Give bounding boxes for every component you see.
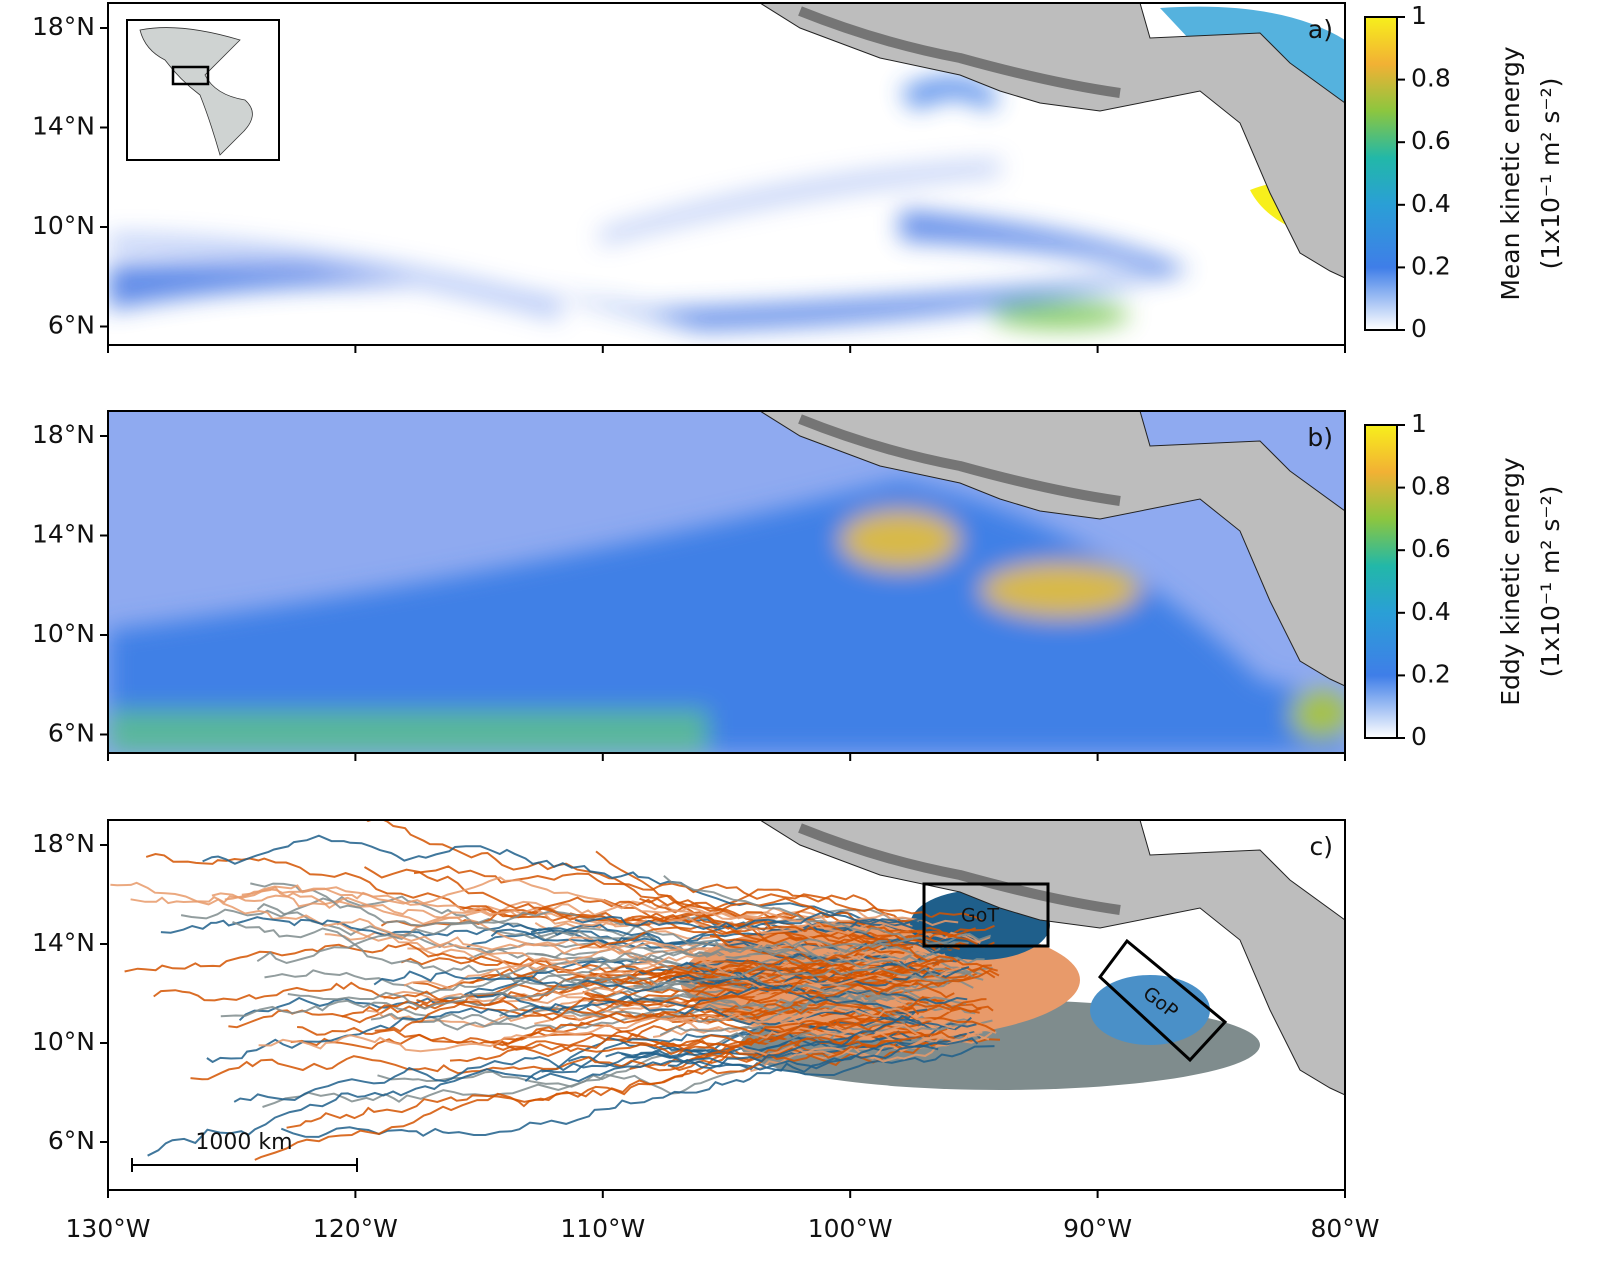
land bbox=[758, 2, 1346, 279]
region-label: GoT bbox=[961, 905, 999, 927]
panel-label: a) bbox=[1308, 15, 1333, 44]
track bbox=[373, 970, 928, 1015]
track bbox=[667, 1010, 917, 1070]
mountains bbox=[798, 414, 1121, 506]
track bbox=[574, 911, 941, 931]
track bbox=[632, 909, 914, 951]
y-tick-label: 10°N bbox=[32, 211, 95, 240]
panel-frame bbox=[107, 2, 1346, 346]
track bbox=[280, 1045, 995, 1138]
scale-label: 1000 km bbox=[195, 1130, 292, 1155]
y-tick-label: 6°N bbox=[48, 719, 95, 748]
inset-box bbox=[171, 65, 210, 86]
track bbox=[202, 834, 927, 931]
panel-label: b) bbox=[1307, 423, 1333, 452]
x-tick-label: 80°W bbox=[1310, 1214, 1379, 1243]
inset-land bbox=[139, 27, 253, 156]
panel-frame bbox=[107, 819, 1346, 1191]
colorbar-tick-label: 1 bbox=[1411, 1, 1427, 30]
track bbox=[124, 942, 929, 981]
panel-label: c) bbox=[1310, 832, 1334, 861]
track bbox=[603, 898, 998, 972]
colorbar bbox=[1364, 16, 1398, 331]
track bbox=[254, 1031, 955, 1161]
x-tick-label: 120°W bbox=[313, 1214, 398, 1243]
y-tick-label: 14°N bbox=[32, 520, 95, 549]
track bbox=[663, 874, 956, 946]
track bbox=[586, 1002, 920, 1024]
land bbox=[758, 410, 1346, 687]
track-cloud bbox=[1090, 975, 1210, 1045]
track bbox=[383, 989, 997, 1040]
x-tick-label: 90°W bbox=[1063, 1214, 1132, 1243]
land bbox=[758, 819, 1346, 1096]
y-tick-label: 6°N bbox=[48, 1126, 95, 1155]
track bbox=[224, 884, 906, 963]
x-tick-label: 110°W bbox=[560, 1214, 645, 1243]
track bbox=[490, 969, 1000, 1045]
got-box bbox=[922, 882, 1050, 948]
track bbox=[190, 1037, 927, 1081]
y-tick-label: 14°N bbox=[32, 928, 95, 957]
track bbox=[403, 954, 962, 990]
track bbox=[703, 1013, 996, 1035]
y-tick-label: 18°N bbox=[32, 420, 95, 449]
track bbox=[258, 1005, 956, 1053]
track bbox=[448, 964, 949, 1000]
track bbox=[581, 947, 986, 975]
track bbox=[262, 1015, 993, 1108]
land bbox=[758, 2, 1346, 1096]
track bbox=[147, 1044, 939, 1157]
y-tick-label: 6°N bbox=[48, 311, 95, 340]
colorbar-tick-label: 1 bbox=[1411, 409, 1427, 438]
y-tick-label: 14°N bbox=[32, 112, 95, 141]
colorbar-tick-label: 0.2 bbox=[1411, 251, 1451, 280]
track bbox=[723, 1003, 980, 1028]
colorbar-tick-label: 0.6 bbox=[1411, 534, 1451, 563]
colorbar-tick-label: 0.4 bbox=[1411, 597, 1451, 626]
x-tick-label: 130°W bbox=[66, 1214, 151, 1243]
y-tick-label: 18°N bbox=[32, 12, 95, 41]
track bbox=[532, 959, 953, 1021]
track bbox=[370, 979, 974, 1024]
drifter-tracks bbox=[110, 820, 1260, 1161]
colorbar-units: (1x10⁻¹ m² s⁻²) bbox=[1536, 78, 1565, 270]
track bbox=[639, 897, 995, 949]
mountains bbox=[798, 823, 1121, 915]
track bbox=[413, 865, 913, 923]
track bbox=[232, 920, 905, 1011]
x-tick-label: 100°W bbox=[808, 1214, 893, 1243]
colorbar-tick-label: 0 bbox=[1411, 722, 1427, 751]
colorbar-tick-label: 0.2 bbox=[1411, 659, 1451, 688]
mountains bbox=[798, 6, 1121, 98]
track bbox=[287, 937, 914, 1010]
track bbox=[233, 1037, 979, 1103]
panel-frame bbox=[107, 410, 1346, 754]
colorbar-tick-label: 0 bbox=[1411, 314, 1427, 343]
colorbar-tick-label: 0.6 bbox=[1411, 126, 1451, 155]
track bbox=[659, 970, 984, 1036]
y-tick-label: 10°N bbox=[32, 619, 95, 648]
track bbox=[110, 876, 901, 935]
colorbar-title: Eddy kinetic energy bbox=[1496, 457, 1525, 706]
colorbar-tick-label: 0.8 bbox=[1411, 472, 1451, 501]
track bbox=[725, 1031, 993, 1063]
track bbox=[469, 991, 924, 1027]
colorbar-tick-label: 0.8 bbox=[1411, 64, 1451, 93]
track bbox=[256, 910, 985, 965]
track bbox=[145, 852, 927, 949]
gop-box bbox=[1097, 938, 1228, 1063]
y-tick-label: 10°N bbox=[32, 1027, 95, 1056]
colorbar-tick-label: 0.4 bbox=[1411, 189, 1451, 218]
colorbar-units: (1x10⁻¹ m² s⁻²) bbox=[1536, 486, 1565, 678]
colorbar-title: Mean kinetic energy bbox=[1496, 46, 1525, 300]
y-tick-label: 18°N bbox=[32, 829, 95, 858]
colorbar bbox=[1364, 424, 1398, 739]
